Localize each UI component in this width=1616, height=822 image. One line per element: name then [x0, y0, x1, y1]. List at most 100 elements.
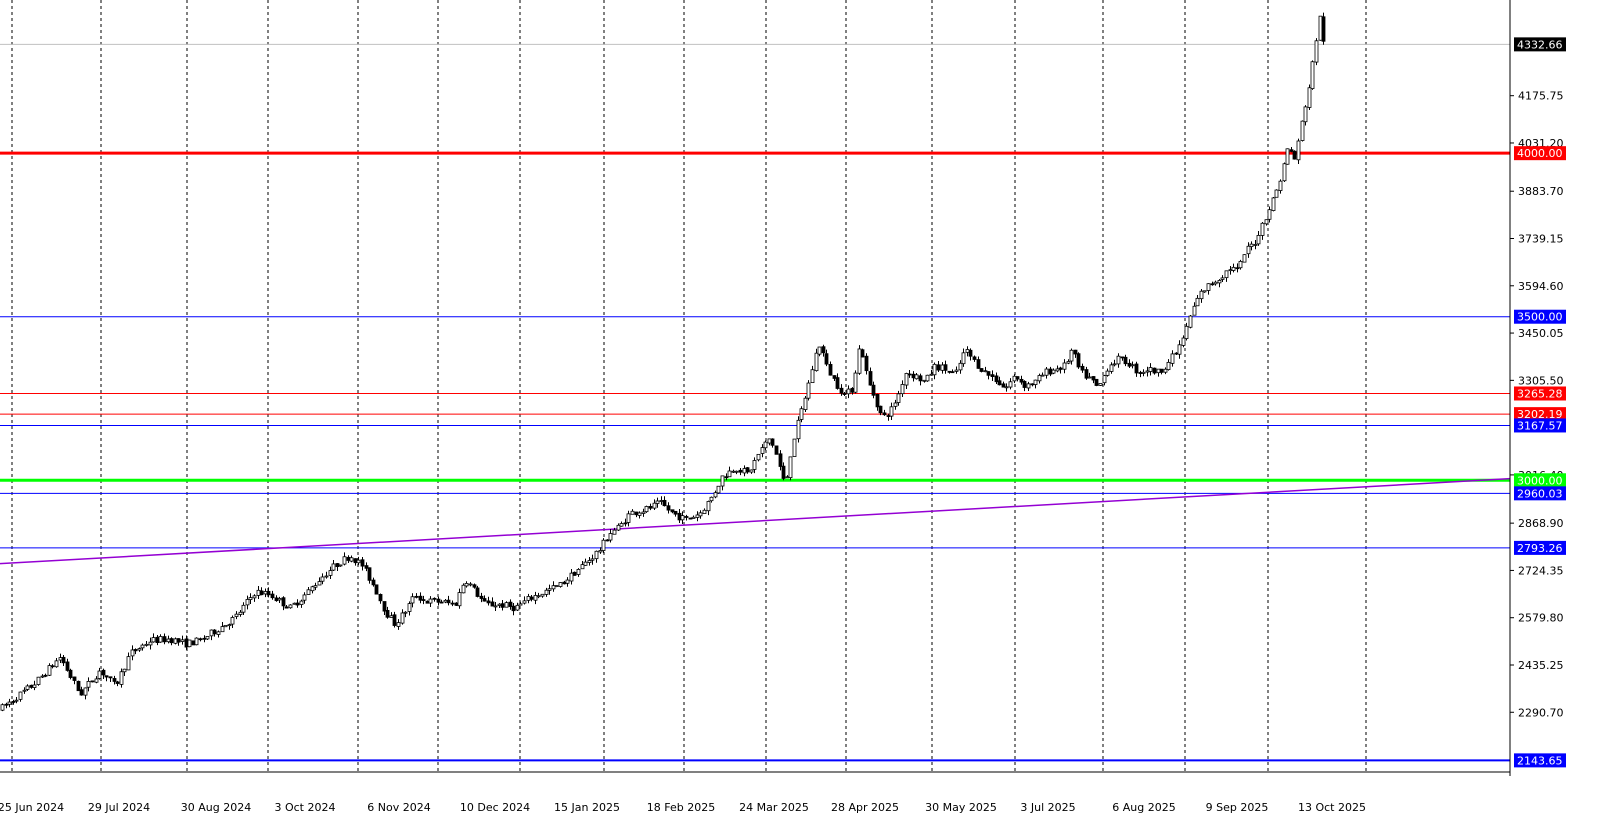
candle-body: [220, 626, 225, 633]
candle-body: [842, 393, 847, 395]
level-label-box: [1514, 386, 1566, 401]
candle-body: [1256, 235, 1261, 245]
candle-body: [1022, 380, 1027, 388]
candle-body: [1166, 361, 1171, 371]
candle-body: [14, 699, 19, 702]
candle-body: [302, 594, 307, 601]
candle-body: [47, 665, 52, 676]
candle-body: [1069, 349, 1074, 362]
candle-body: [580, 564, 585, 570]
candle-body: [533, 595, 538, 601]
candle-body: [803, 397, 808, 410]
candle-body: [724, 476, 729, 479]
candle-body: [1116, 355, 1121, 365]
candle-body: [1001, 383, 1006, 388]
candle-body: [1012, 375, 1017, 382]
candle-body: [972, 356, 977, 360]
candle-body: [407, 603, 412, 612]
candle-body: [641, 511, 646, 514]
candle-body: [324, 575, 329, 578]
candle-body: [187, 639, 192, 648]
candle-body: [598, 550, 603, 553]
candle-body: [1271, 197, 1276, 211]
candle-body: [907, 373, 912, 376]
candle-body: [810, 369, 815, 384]
candle-body: [1033, 379, 1038, 385]
level-label: 2143.65: [1517, 754, 1563, 767]
candle-body: [594, 550, 599, 560]
candle-body: [1170, 353, 1175, 364]
candle-body: [65, 661, 70, 671]
candle-body: [734, 470, 739, 473]
candle-body: [500, 603, 505, 608]
candle-body: [173, 638, 178, 644]
x-tick-label: 6 Nov 2024: [367, 801, 430, 814]
candle-body: [1282, 163, 1287, 182]
candle-body: [1159, 368, 1164, 373]
candle-body: [1267, 209, 1272, 220]
candle-body: [767, 438, 772, 444]
candle-body: [216, 631, 221, 635]
candle-body: [662, 499, 667, 507]
candle-body: [1080, 365, 1085, 371]
candle-body: [1174, 352, 1179, 355]
candle-body: [382, 601, 387, 612]
candle-body: [990, 374, 995, 377]
candle-body: [148, 641, 153, 646]
candle-body: [295, 602, 300, 606]
candle-body: [461, 584, 466, 594]
candle-body: [1289, 149, 1294, 152]
level-label-box: [1514, 418, 1566, 433]
candle-body: [374, 584, 379, 595]
candle-body: [637, 512, 642, 516]
candle-body: [630, 510, 635, 515]
candle-body: [259, 590, 264, 596]
candle-body: [731, 470, 736, 473]
level-label: 4000.00: [1517, 147, 1563, 160]
candle-body: [1163, 368, 1168, 373]
candle-body: [1260, 222, 1265, 236]
candle-body: [317, 581, 322, 586]
candle-body: [115, 681, 120, 684]
candle-body: [918, 375, 923, 382]
candle-body: [36, 676, 41, 685]
x-tick-label: 9 Sep 2025: [1206, 801, 1269, 814]
candle-body: [439, 601, 444, 604]
trend-layer: [0, 477, 1511, 565]
candle-body: [551, 585, 556, 590]
candle-body: [58, 657, 63, 661]
candle-body: [1321, 16, 1326, 42]
candle-body: [1066, 361, 1071, 364]
candle-body: [616, 524, 621, 531]
candle-body: [11, 701, 16, 703]
candle-body: [1264, 219, 1269, 225]
candle-body: [68, 669, 73, 678]
candle-body: [504, 602, 509, 608]
candle-body: [652, 502, 657, 509]
level-label: 3265.28: [1517, 387, 1563, 400]
candle-body: [1138, 372, 1143, 374]
candle-body: [166, 638, 171, 643]
candle-body: [1091, 376, 1096, 381]
candle-body: [313, 585, 318, 588]
candle-body: [310, 586, 315, 592]
x-tick-label: 29 Jul 2024: [88, 801, 150, 814]
candle-body: [403, 611, 408, 614]
candle-body: [464, 583, 469, 587]
candle-body: [1195, 297, 1200, 307]
candle-body: [1217, 280, 1222, 284]
candle-body: [50, 665, 55, 668]
candle-body: [1015, 376, 1020, 380]
candle-body: [932, 363, 937, 376]
candle-body: [184, 638, 189, 648]
candle-body: [1318, 15, 1323, 41]
time-axis: 25 Jun 2024 29 Jul 2024 30 Aug 2024 3 Oct 2…: [0, 801, 1366, 814]
candle-body: [281, 597, 286, 607]
candle-body: [943, 364, 948, 371]
candle-body: [1087, 376, 1092, 379]
candle-body: [749, 469, 754, 473]
candle-body: [162, 636, 167, 643]
candle-body: [194, 637, 199, 646]
candle-body: [742, 468, 747, 474]
candle-body: [1238, 260, 1243, 269]
